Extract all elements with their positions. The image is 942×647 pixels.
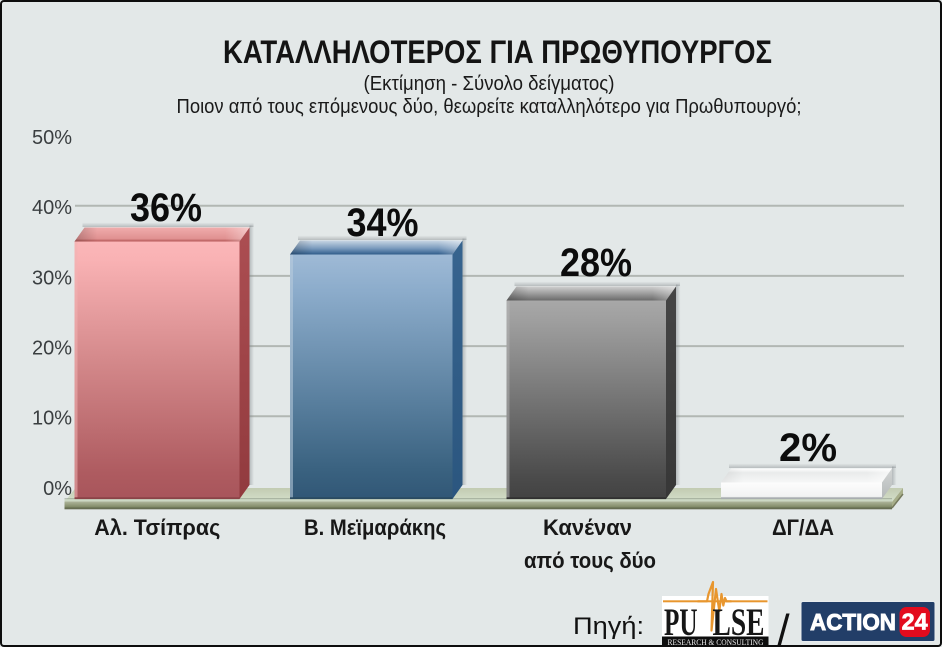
svg-text:RESEARCH & CONSULTING: RESEARCH & CONSULTING: [668, 638, 764, 647]
svg-text:Κανέναν: Κανέναν: [543, 515, 632, 540]
svg-text:34%: 34%: [347, 201, 419, 245]
svg-text:30%: 30%: [32, 267, 72, 289]
svg-text:Β. Μεϊμαράκης: Β. Μεϊμαράκης: [304, 515, 446, 540]
svg-text:2%: 2%: [779, 426, 837, 470]
svg-text:50%: 50%: [32, 127, 72, 149]
svg-text:ΚΑΤΑΛΛΗΛΟΤΕΡΟΣ ΓΙΑ ΠΡΩΘΥΠΟΥΡΓΟ: ΚΑΤΑΛΛΗΛΟΤΕΡΟΣ ΓΙΑ ΠΡΩΘΥΠΟΥΡΓΟΣ: [223, 34, 772, 70]
svg-text:10%: 10%: [32, 408, 72, 430]
svg-text:24: 24: [902, 609, 928, 635]
svg-text:Ποιον από τους επόμενους δύο,: Ποιον από τους επόμενους δύο, θεωρείτε κ…: [177, 96, 802, 118]
svg-text:PU: PU: [664, 601, 698, 644]
svg-text:28%: 28%: [560, 241, 632, 285]
svg-text:40%: 40%: [32, 197, 72, 219]
svg-text:20%: 20%: [32, 338, 72, 360]
svg-text:από τους δύο: από τους δύο: [524, 548, 656, 573]
svg-text:0%: 0%: [43, 478, 72, 500]
svg-text:Πηγή:: Πηγή:: [573, 613, 644, 640]
svg-text:/: /: [777, 606, 790, 647]
svg-text:36%: 36%: [130, 186, 202, 230]
svg-text:ΔΓ/ΔΑ: ΔΓ/ΔΑ: [772, 515, 834, 540]
svg-text:LSE: LSE: [713, 601, 765, 644]
svg-text:ACTION: ACTION: [810, 609, 896, 635]
svg-text:(Εκτίμηση - Σύνολο δείγματος): (Εκτίμηση - Σύνολο δείγματος): [364, 73, 615, 95]
svg-text:Αλ. Τσίπρας: Αλ. Τσίπρας: [94, 515, 220, 540]
